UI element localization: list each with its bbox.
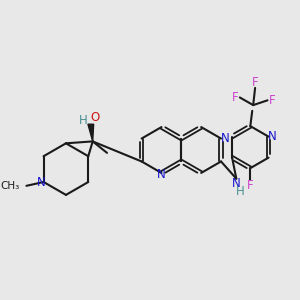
Text: CH₃: CH₃ <box>1 181 20 191</box>
Text: N: N <box>157 168 166 181</box>
Text: N: N <box>220 132 229 145</box>
Text: H: H <box>79 114 88 127</box>
Text: N: N <box>232 177 241 190</box>
Text: O: O <box>90 111 99 124</box>
Text: N: N <box>268 130 277 143</box>
Polygon shape <box>88 124 94 141</box>
Text: F: F <box>252 76 258 89</box>
Text: N: N <box>37 176 46 188</box>
Text: F: F <box>232 91 238 104</box>
Text: H: H <box>236 184 244 198</box>
Text: F: F <box>247 179 253 192</box>
Text: F: F <box>269 94 276 107</box>
